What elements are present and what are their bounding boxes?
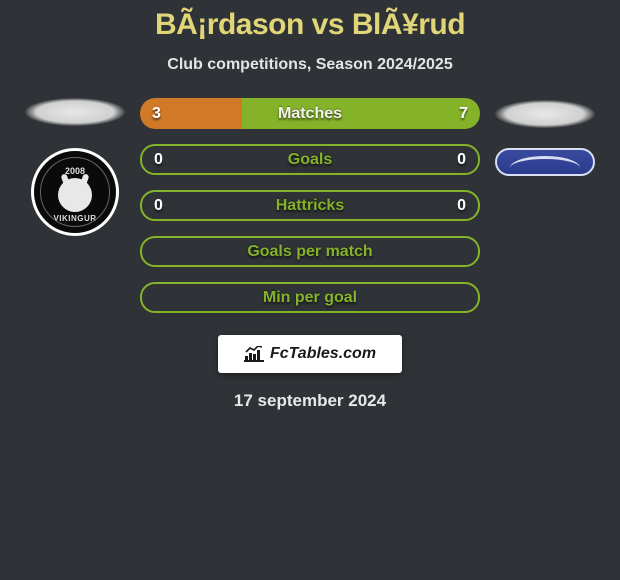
page-title: BÃ¡rdason vs BlÃ¥rud [0,0,620,42]
stat-bar: 0Goals0 [140,144,480,175]
left-player-col: 2008 VIKINGUR [20,98,130,236]
subtitle: Club competitions, Season 2024/2025 [0,56,620,74]
stat-bar: Goals per match [140,236,480,267]
chart-icon [244,346,264,362]
stat-label: Matches [140,105,480,123]
viking-icon [58,178,92,212]
stat-label: Goals per match [142,243,478,261]
stat-value-right: 0 [457,197,466,215]
club-badge-left: 2008 VIKINGUR [31,148,119,236]
stat-bars: 3Matches70Goals00Hattricks0Goals per mat… [140,98,480,313]
right-player-col [490,98,600,176]
player-placeholder-right [495,100,595,128]
stat-bar: 3Matches7 [140,98,480,129]
brand-box[interactable]: FcTables.com [218,335,402,373]
swoosh-icon [510,156,580,168]
stat-bar: 0Hattricks0 [140,190,480,221]
brand-text: FcTables.com [270,345,376,363]
footer: FcTables.com 17 september 2024 [0,335,620,411]
club-badge-right [495,148,595,176]
stat-bar: Min per goal [140,282,480,313]
stat-label: Goals [142,151,478,169]
stat-value-right: 7 [459,105,468,123]
stat-label: Min per goal [142,289,478,307]
player-placeholder-left [25,98,125,126]
stat-value-right: 0 [457,151,466,169]
date-text: 17 september 2024 [234,391,386,411]
stat-label: Hattricks [142,197,478,215]
comparison-row: 2008 VIKINGUR 3Matches70Goals00Hattricks… [0,98,620,313]
